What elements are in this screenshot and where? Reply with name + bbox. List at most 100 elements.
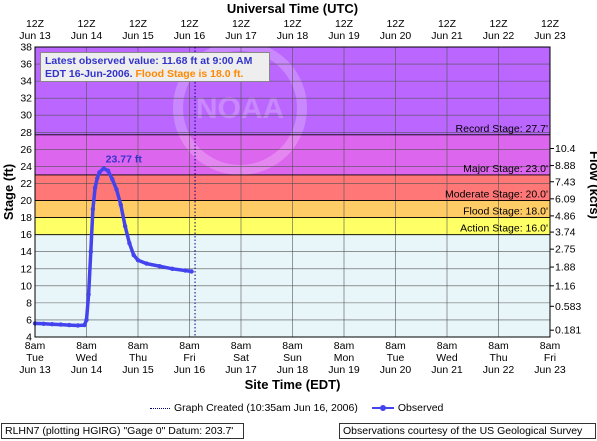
top-tick-date: Jun 14 [71, 30, 103, 42]
series-observed-line [34, 166, 192, 328]
y-tick-label: 34 [20, 76, 32, 88]
x-tick-day: Sat [233, 352, 249, 364]
flow-tick-label: 1.88 [555, 262, 576, 274]
x-tick-date: Jun 18 [277, 364, 309, 376]
y-tick-label: 38 [20, 42, 32, 54]
y-axis-title-left: Stage (ft) [1, 164, 16, 220]
x-tick-date: Jun 19 [328, 364, 360, 376]
y-tick-label: 4 [26, 332, 32, 344]
observed-point-4 [67, 322, 72, 328]
flow-tick-label: 2.75 [555, 244, 576, 256]
observed-point-2 [50, 322, 55, 327]
x-tick-date: Jun 20 [380, 364, 412, 376]
observed-point-24 [157, 264, 162, 269]
top-tick-time: 12Z [283, 18, 302, 30]
top-tick-date: Jun 13 [19, 30, 51, 42]
y-tick-label: 10 [20, 280, 32, 292]
flow-tick-label: 3.74 [555, 227, 576, 239]
x-tick-day: Mon [334, 352, 355, 364]
stage-line-label: Major Stage: 23.0' [463, 163, 548, 175]
y-tick-label: 26 [20, 144, 32, 156]
x-tick-date: Jun 15 [122, 364, 154, 376]
x-tick-day: Fri [544, 352, 556, 364]
observed-point-18 [118, 202, 124, 207]
chart-title: Universal Time (UTC) [227, 1, 358, 16]
top-tick-time: 12Z [489, 18, 508, 30]
observed-point-9 [88, 249, 94, 254]
x-tick-time: 8am [282, 340, 303, 352]
observed-point-1 [41, 321, 46, 326]
top-tick-date: Jun 19 [328, 30, 360, 42]
top-tick-time: 12Z [77, 18, 96, 30]
flow-tick-label: 0.583 [555, 301, 581, 313]
stage-line-label: Moderate Stage: 20.0' [445, 189, 548, 201]
x-axis-title: Site Time (EDT) [245, 377, 341, 392]
top-tick-time: 12Z [335, 18, 354, 30]
observed-point-20 [127, 241, 132, 246]
stage-line-label: Flood Stage: 18.0' [463, 206, 548, 218]
observed-point-19 [122, 223, 128, 229]
x-tick-time: 8am [334, 340, 355, 352]
stage-line-label: Action Stage: 16.0' [460, 223, 548, 235]
observed-point-10 [90, 206, 96, 212]
data-source-footer: Observations courtesy of the US Geologic… [339, 423, 596, 439]
x-tick-date: Jun 23 [534, 364, 566, 376]
observed-point-12 [95, 176, 100, 181]
top-tick-date: Jun 17 [225, 30, 257, 42]
flood-stage-note: Flood Stage is 18.0 ft. [135, 68, 244, 80]
noaa-watermark: NOAA [173, 41, 307, 175]
flow-tick-label: 0.181 [555, 325, 581, 337]
y-axis-title-right: Flow (kcfs) [587, 151, 597, 219]
y-tick-label: 14 [20, 246, 32, 258]
x-tick-time: 8am [488, 340, 509, 352]
flow-tick-label: 1.16 [555, 280, 576, 292]
latest-value-date-line: EDT 16-Jun-2006. Flood Stage is 18.0 ft. [45, 68, 269, 81]
observed-point-6 [82, 322, 87, 328]
x-tick-time: 8am [25, 340, 46, 352]
top-tick-time: 12Z [386, 18, 405, 30]
top-tick-date: Jun 23 [534, 30, 566, 42]
observed-point-11 [92, 185, 98, 190]
y-tick-label: 22 [20, 178, 32, 190]
x-tick-date: Jun 21 [431, 364, 463, 376]
flow-tick-label: 6.09 [555, 193, 576, 205]
y-tick-label: 30 [20, 110, 32, 122]
y-tick-label: 8 [26, 297, 32, 309]
x-tick-day: Fri [183, 352, 195, 364]
observed-point-13 [97, 170, 102, 175]
observed-line-swatch [371, 405, 394, 411]
plot-border [34, 46, 551, 338]
x-tick-date: Jun 22 [483, 364, 515, 376]
y-tick-label: 32 [20, 93, 32, 105]
observed-point-14 [101, 166, 106, 171]
x-tick-time: 8am [437, 340, 458, 352]
observed-point-5 [75, 323, 81, 328]
y-tick-label: 28 [20, 127, 32, 139]
x-tick-day: Tue [387, 352, 405, 364]
legend: Graph Created (10:35am Jun 16, 2006) Obs… [150, 402, 470, 414]
x-tick-day: Thu [489, 352, 507, 364]
y-tick-label: 16 [20, 229, 32, 241]
x-tick-time: 8am [231, 340, 252, 352]
top-tick-time: 12Z [541, 18, 560, 30]
flow-tick-label: 7.43 [555, 176, 576, 188]
top-tick-date: Jun 15 [122, 30, 154, 42]
x-tick-day: Wed [436, 352, 458, 364]
top-tick-time: 12Z [232, 18, 251, 30]
y-tick-label: 36 [20, 59, 32, 71]
peak-label: 23.77 ft [106, 153, 143, 165]
top-tick-date: Jun 22 [483, 30, 515, 42]
x-tick-time: 8am [128, 340, 149, 352]
x-tick-date: Jun 14 [71, 364, 103, 376]
observed-point-25 [170, 266, 175, 271]
observed-point-8 [86, 292, 91, 297]
y-tick-label: 12 [20, 263, 32, 275]
graph-created-line-swatch [150, 407, 170, 409]
x-tick-day: Sun [283, 352, 302, 364]
flow-tick-label: 4.86 [555, 210, 576, 222]
flow-tick-label: 8.88 [555, 160, 576, 172]
x-tick-time: 8am [385, 340, 406, 352]
observed-point-27 [189, 269, 194, 274]
x-tick-date: Jun 16 [174, 364, 206, 376]
